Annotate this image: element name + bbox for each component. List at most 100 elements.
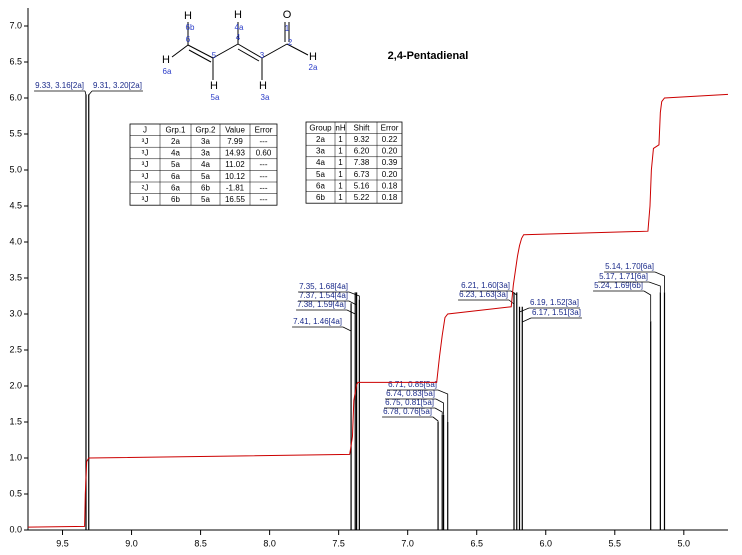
molecule-bonds xyxy=(171,22,309,80)
y-tick-label: 1.0 xyxy=(9,452,22,462)
x-tick-label: 6.5 xyxy=(470,538,483,548)
atom-number: 4a xyxy=(235,23,244,32)
table-cell: 4a xyxy=(201,160,210,169)
y-tick-label: 4.0 xyxy=(9,236,22,246)
atom: H xyxy=(259,80,267,92)
leader-line xyxy=(434,407,443,415)
y-tick-label: 1.5 xyxy=(9,416,22,426)
table-cell: 6.20 xyxy=(354,147,370,156)
peak-label: 7.37, 1.54[4a] xyxy=(299,291,348,300)
atom: H xyxy=(210,80,218,92)
table-cell: 3a xyxy=(316,147,325,156)
x-tick-label: 5.0 xyxy=(678,538,691,548)
y-tick-label: 7.0 xyxy=(9,20,22,30)
peak-label: 7.38, 1.59[4a] xyxy=(297,300,346,309)
y-tick-label: 3.0 xyxy=(9,308,22,318)
table-cell: 5.16 xyxy=(354,181,370,190)
table-cell: 0.22 xyxy=(382,135,398,144)
leader-line xyxy=(522,317,532,323)
table-cell: 3a xyxy=(201,137,210,146)
chart-title: 2,4-Pentadienal xyxy=(388,50,469,62)
atom-number: 3 xyxy=(260,51,265,60)
table-cell: 10.12 xyxy=(225,172,246,181)
table-header: Error xyxy=(255,125,273,134)
table-cell: 0.20 xyxy=(382,170,398,179)
peak-label: 9.33, 3.16[2a] xyxy=(35,81,84,90)
table-cell: 1 xyxy=(338,147,343,156)
y-tick-label: 6.0 xyxy=(9,92,22,102)
table-header: Shift xyxy=(353,123,370,132)
table-cell: 5a xyxy=(171,160,180,169)
x-tick-label: 9.0 xyxy=(125,538,138,548)
table-cell: 6a xyxy=(171,183,180,192)
leader-line xyxy=(348,300,357,306)
peak-label: 5.24, 1.69[6b] xyxy=(594,281,643,290)
table-cell: 0.60 xyxy=(256,149,272,158)
peak-label: 6.71, 0.85[5a] xyxy=(388,380,437,389)
leader-line xyxy=(432,416,439,422)
table-cell: 0.20 xyxy=(382,147,398,156)
atom-number: 2 xyxy=(288,38,293,47)
atom: H xyxy=(184,10,192,22)
y-tick-label: 0.0 xyxy=(9,524,22,534)
table-cell: ²J xyxy=(142,183,149,192)
leader-line xyxy=(643,290,652,322)
table-cell: 1 xyxy=(338,158,343,167)
table-cell: 5.22 xyxy=(354,193,370,202)
y-tick-label: 5.0 xyxy=(9,164,22,174)
table-frame xyxy=(129,123,278,206)
atom-number: 6b xyxy=(186,23,195,32)
table-cell: 7.99 xyxy=(227,137,243,146)
y-tick-label: 2.5 xyxy=(9,344,22,354)
peak-label: 6.23, 1.63[3a] xyxy=(459,290,508,299)
leader-line xyxy=(346,309,356,315)
leader-line xyxy=(510,290,517,296)
table-cell: 5a xyxy=(201,195,210,204)
table-cell: ³J xyxy=(142,195,149,204)
table-cell: 6b xyxy=(316,193,325,202)
table-header: Error xyxy=(381,123,399,132)
leader-line xyxy=(435,398,444,415)
x-tick-label: 7.5 xyxy=(332,538,345,548)
table-cell: 1 xyxy=(338,170,343,179)
atom-number: 3a xyxy=(261,93,270,102)
table-frame xyxy=(305,121,403,204)
table-cell: 1 xyxy=(338,181,343,190)
table-cell: ³J xyxy=(142,160,149,169)
table-cell: 0.18 xyxy=(382,193,398,202)
peak-label: 5.14, 1.70[6a] xyxy=(605,262,654,271)
table-cell: 11.02 xyxy=(225,160,245,169)
leader-line xyxy=(519,307,530,313)
y-tick-label: 2.0 xyxy=(9,380,22,390)
atom-number: 5 xyxy=(212,51,217,60)
table-cell: 6b xyxy=(171,195,180,204)
leader-line xyxy=(654,271,665,293)
x-tick-label: 9.5 xyxy=(56,538,69,548)
leader-line xyxy=(437,389,449,422)
table-cell: 1 xyxy=(338,193,343,202)
y-tick-label: 6.5 xyxy=(9,56,22,66)
table-cell: ³J xyxy=(142,137,149,146)
table-cell: --- xyxy=(260,195,268,204)
table-cell: 14.93 xyxy=(225,149,246,158)
atom-number: 5a xyxy=(211,93,220,102)
table-cell: 4a xyxy=(171,149,180,158)
integral-curve xyxy=(27,93,729,528)
table-header: Grp.2 xyxy=(195,125,216,134)
leader-line xyxy=(342,326,352,332)
table-cell: --- xyxy=(260,172,268,181)
peak-label: 6.17, 1.51[3a] xyxy=(532,308,581,317)
atom: H xyxy=(162,54,170,66)
x-tick-label: 5.5 xyxy=(609,538,622,548)
x-tick-label: 7.0 xyxy=(401,538,414,548)
peak-label: 9.31, 3.20[2a] xyxy=(93,81,142,90)
table-cell: 6a xyxy=(316,181,325,190)
table-header: Value xyxy=(225,125,245,134)
peak-label: 7.35, 1.68[4a] xyxy=(299,282,348,291)
table-cell: 6a xyxy=(171,172,180,181)
peak-label: 7.41, 1.46[4a] xyxy=(293,317,342,326)
atom-number: 6a xyxy=(163,67,172,76)
y-tick-label: 4.5 xyxy=(9,200,22,210)
